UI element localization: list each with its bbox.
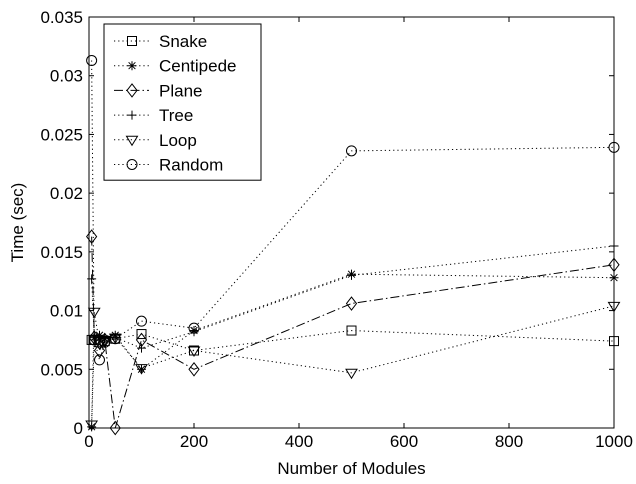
legend-label-centipede: Centipede [159,57,237,76]
ticks-layer: 0 200 400 600 800 1000 0 0.005 0.01 0.015 0.02 0.02… [40,8,632,451]
x-tick-label: 1000 [595,432,633,451]
series-layer [85,54,621,436]
data-point-plane [88,330,100,345]
data-point-loop [98,335,112,347]
legend: Snake Centipede Plane Tree Loop Random [103,23,262,181]
legend-item-random: Random [114,156,223,175]
y-tick-label: 0.005 [40,360,83,379]
data-point-plane [93,343,106,358]
data-point-centipede [87,422,97,432]
x-tick-label: 200 [180,432,208,451]
data-point-snake [189,345,199,356]
y-axis-label: Time (sec) [8,183,27,263]
series-random [86,54,620,366]
data-point-random [94,354,105,366]
legend-label-random: Random [159,156,223,175]
legend-label-plane: Plane [159,81,202,100]
y-tick-label: 0 [74,419,83,438]
legend-marker-centipede [127,61,137,71]
series-line-random [91,60,615,362]
legend-marker-random [126,159,138,170]
legend-label-tree: Tree [159,106,193,125]
legend-item-loop: Loop [114,131,197,150]
data-point-loop [135,364,148,375]
data-point-random [86,54,98,66]
legend-marker-snake [127,36,137,46]
data-point-snake [136,329,147,340]
legend-marker-tree [127,110,137,120]
x-tick-label: 800 [495,432,523,451]
data-point-tree [137,343,146,353]
data-point-tree [347,270,356,280]
data-point-random [109,333,121,345]
data-point-random [188,322,200,334]
data-point-loop [345,368,358,380]
x-axis-label: Number of Modules [277,459,425,478]
legend-marker-loop [125,135,139,147]
x-tick-label: 400 [285,432,313,451]
data-point-plane [85,229,98,244]
y-tick-label: 0.025 [40,125,83,144]
data-point-random [99,336,111,348]
legend-item-plane: Plane [114,81,202,100]
y-tick-label: 0.01 [50,302,83,321]
y-tick-label: 0.015 [40,243,83,262]
data-point-random [346,145,357,157]
legend-marker-plane [126,83,138,98]
data-point-centipede [137,364,146,374]
legend-label-snake: Snake [159,32,207,51]
data-point-snake [346,325,357,336]
legend-item-tree: Tree [114,106,193,125]
data-point-plane [345,296,358,311]
x-tick-label: 0 [84,432,93,451]
data-point-plane [109,420,121,436]
y-tick-label: 0.02 [50,184,83,203]
legend-item-snake: Snake [114,32,207,51]
data-point-random [136,315,147,327]
plot-frame [88,16,615,429]
data-point-loop [187,346,201,357]
series-line-centipede [91,273,615,427]
y-tick-label: 0.03 [50,67,83,86]
y-tick-label: 0.035 [40,8,83,27]
data-point-plane [188,361,200,377]
legend-label-loop: Loop [159,131,197,150]
legend-box [103,23,262,181]
x-tick-label: 600 [390,432,418,451]
legend-item-centipede: Centipede [114,57,237,76]
